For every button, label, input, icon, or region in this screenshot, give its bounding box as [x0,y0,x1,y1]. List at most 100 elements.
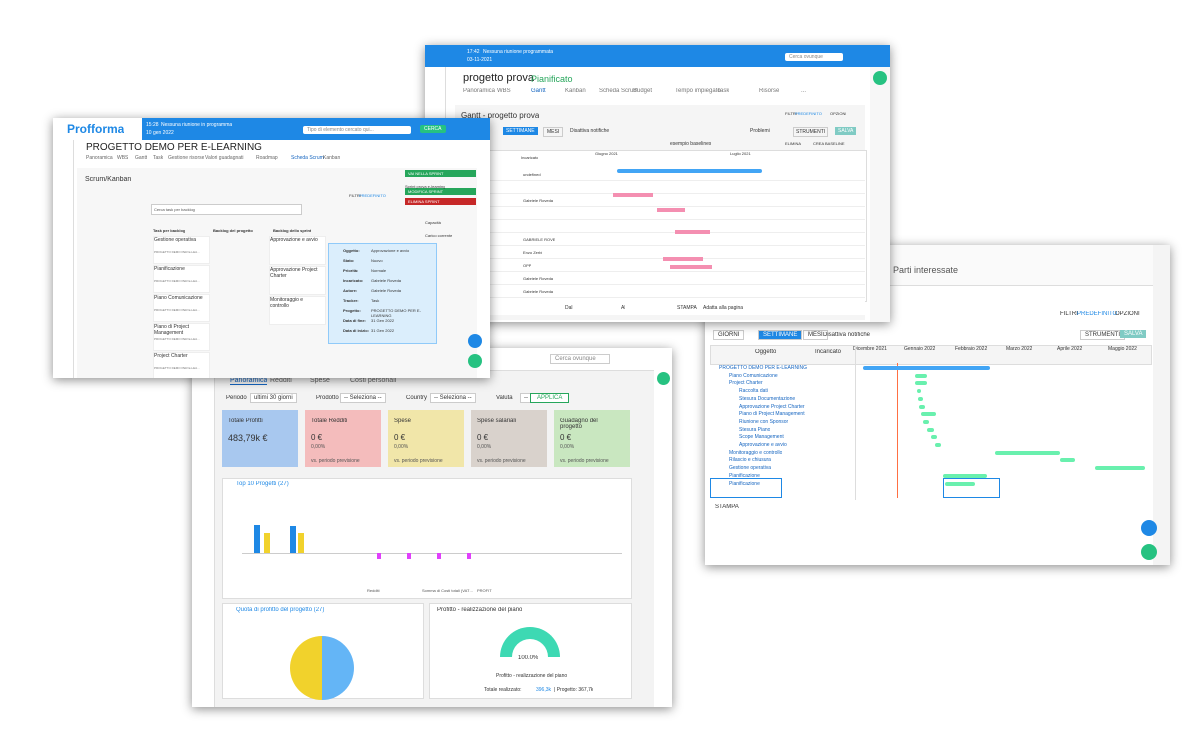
filter-label: Country [406,395,428,401]
search[interactable]: Cerca ovunque [550,354,610,364]
tab[interactable]: Redditi [270,377,292,384]
card-project: PROGETTO DEMO PER E-LEA... [154,250,200,254]
tab[interactable]: Gestione risorse [168,155,205,161]
tab[interactable]: Gantt [531,88,546,94]
gantt-bar [921,412,936,417]
panel [222,478,632,599]
tab[interactable]: Kanban [565,88,586,94]
card-project: PROGETTO DEMO PER E-LEA... [154,366,200,370]
gantt-bar [919,404,925,409]
tab[interactable]: Valori guadagnati [205,155,244,161]
task-name: Rilascio e chiusura [729,457,771,464]
tab[interactable]: Panoramica [230,377,268,385]
tab[interactable]: WBS [117,155,129,161]
month: Giugno 2021 [595,151,618,156]
row-line [455,284,865,285]
gantt-bar [663,257,703,261]
task-name: Stesura Piano [739,426,771,433]
kpi-pct: 0,00% [560,444,575,450]
kpi-card [305,410,381,467]
legend-item: Somma di Costi totali (VAT incl. - tarif… [422,588,474,593]
tooltip-value: Approvazione e avvio [371,248,410,253]
bar [254,525,260,553]
search-btn[interactable]: CERCA [420,125,446,133]
tooltip-key: Stato: [343,258,355,263]
print-btn[interactable]: STAMPA [715,504,739,510]
tab[interactable]: Task [717,88,730,94]
sprint-btn[interactable]: MODIFICA SPRINT [405,188,476,195]
project-label: | Progetto: 367,7k [554,687,594,693]
print-btn[interactable]: STAMPA [677,305,697,311]
tab[interactable]: Task [153,155,164,161]
tooltip-key: Progetto: [343,308,361,313]
tab[interactable]: Budget [633,88,653,94]
month: Febbraio 2022 [955,346,988,352]
tab[interactable]: Gantt [135,155,148,161]
tab[interactable]: Tempo impiegato [675,88,721,94]
card-title: Piano Comunicazione [154,295,203,301]
left-sidebar [192,370,215,707]
column-header: Backlog dello sprint [273,228,312,233]
save-btn[interactable]: SALVA [1120,330,1147,338]
search[interactable]: Cerca ovunque [785,53,843,61]
legend-item: Redditi [367,588,380,593]
tab[interactable]: Kanban [323,155,341,161]
tab[interactable]: WBS [497,88,511,94]
search[interactable]: Tipo di elemento cercato qui... [303,126,411,134]
right-sidebar [870,67,890,322]
tab[interactable]: ... [801,88,807,94]
tab[interactable]: Costi personali [350,377,397,384]
tab[interactable]: Panoramica [463,88,496,94]
tab[interactable]: Spese [310,377,330,384]
tools-btn[interactable]: STRUMENTI [1080,330,1125,340]
panel-title: Gantt - progetto prova [461,111,540,120]
row-line [455,193,865,194]
view-btn[interactable]: SETTIMANE [503,127,538,135]
delete-btn[interactable]: ELIMINA [785,141,802,146]
tab[interactable]: Panoramica [86,155,113,161]
row-line [455,245,865,246]
filters: FILTRI [785,111,797,116]
view-btn[interactable]: GIORNI [713,330,745,340]
kpi-note: vs. periodo previsione [311,458,360,464]
tab[interactable]: Risorse [759,88,780,94]
backlog-search[interactable]: Cerca task per backlog [151,204,302,215]
view-btn[interactable]: MESI [543,127,564,137]
card [153,294,210,322]
tab[interactable]: Scheda Scrum [599,88,639,94]
card-title: Gestione operativa [154,237,196,243]
date: 10 gen 2022 [146,130,174,136]
kpi-value: 0 € [477,433,489,442]
filter-select: -- Seleziona -- [340,393,386,403]
task-name: Stesura Documentazione [739,395,796,402]
save-btn[interactable]: SALVA [835,127,857,135]
tools-btn[interactable]: STRUMENTI [793,127,829,137]
month: Gennaio 2022 [904,346,936,352]
legend-item: PROFIT [477,588,492,593]
sprint-btn[interactable]: ELIMINA SPRINT [405,198,476,205]
card [153,265,210,293]
gantt-bar [943,473,987,478]
dashboard-window: Cerca ovunque Panoramica Redditi Spese Costi… [192,348,672,707]
col-assignee: Incaricato [815,349,842,355]
card [153,323,210,351]
card-title: Project Charter [154,353,188,359]
tooltip-value: Task [371,298,380,303]
create-baseline-btn[interactable]: CREA BASELINE [813,141,845,146]
view-btn[interactable]: SETTIMANE [758,330,803,340]
tab[interactable]: Roadmap [256,155,278,161]
sprint-btn[interactable]: VAI NELLA SPRINT [405,170,476,177]
view-btn[interactable]: MESI [803,330,828,340]
filter-label: Prodotto [316,395,339,401]
task-name: Piano Comunicazione [729,372,778,379]
divider [855,345,856,500]
tooltip-value: PROGETTO DEMO PER E-LEARNING [371,308,421,318]
tab[interactable]: Scheda Scrum [291,155,324,161]
apply-btn[interactable]: APPLICA [530,393,570,403]
task-name: Approvazione e avvio [739,442,787,448]
task-name: Gestione operativa [729,465,771,472]
chat-btn [1141,520,1157,536]
row-assignee: Gabriele Roveda [523,289,554,294]
bar [437,553,441,559]
gauge-value: 100.0% [518,655,539,661]
